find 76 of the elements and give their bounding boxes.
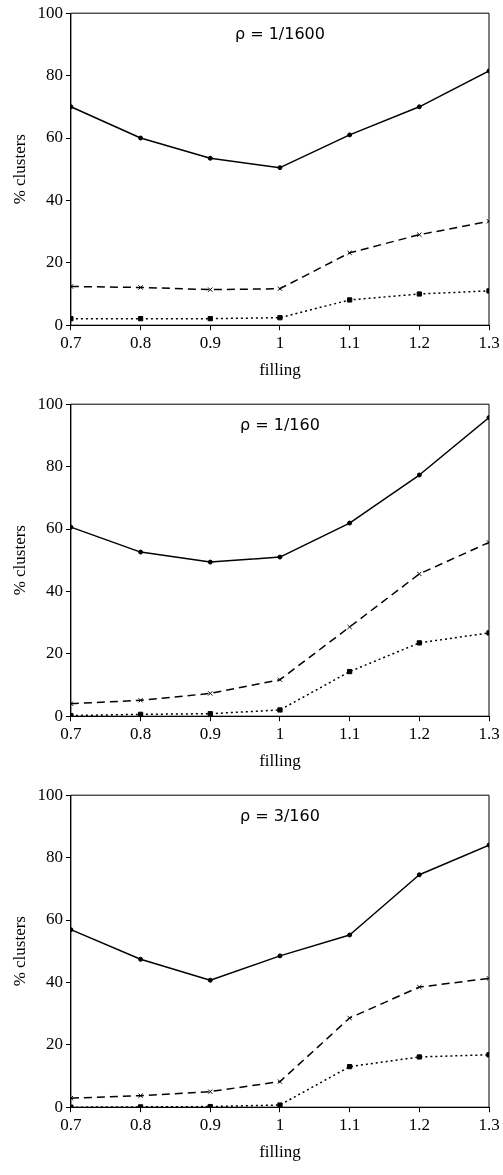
y-tick-label: 0 [54, 1096, 63, 1116]
y-tick-label: 40 [45, 971, 63, 991]
x-tick-label: 0.7 [60, 1114, 83, 1134]
x-tick-label: 0.9 [199, 1114, 221, 1134]
y-axis-title: % clusters [9, 134, 29, 205]
point [277, 286, 283, 292]
x-tick-label: 1 [275, 723, 285, 743]
y-axis-title: % clusters [9, 916, 29, 987]
point [416, 640, 422, 646]
point [277, 1102, 283, 1108]
point [347, 297, 353, 303]
point [347, 668, 353, 675]
point [277, 707, 283, 713]
y-tick-label: 0 [54, 314, 63, 334]
y-tick-label: 20 [45, 643, 63, 663]
point [416, 984, 422, 990]
x-tick-label: 1.1 [339, 332, 361, 352]
x-tick-label: 0.8 [129, 1114, 152, 1134]
text: ρ = 1/1600 [234, 24, 325, 44]
point [137, 316, 144, 322]
point [347, 1015, 353, 1021]
point [347, 1064, 353, 1070]
point [137, 1093, 144, 1099]
point [416, 291, 422, 297]
x-tick-label: 0.7 [60, 723, 83, 743]
x-tick-label: 1.1 [339, 1114, 361, 1134]
point [416, 1054, 422, 1060]
y-tick-label: 60 [45, 127, 63, 147]
point [416, 571, 422, 577]
y-tick-label: 60 [45, 909, 63, 929]
point [277, 1078, 283, 1085]
point [207, 1088, 213, 1095]
text: ρ = 1/160 [240, 415, 320, 435]
x-tick-label: 0.8 [129, 332, 152, 352]
y-tick-label: 80 [45, 456, 63, 476]
x-tick-label: 1.3 [478, 332, 500, 352]
point [207, 316, 213, 322]
x-axis-title: filling [259, 751, 302, 771]
text: ρ = 3/160 [240, 806, 320, 826]
y-tick-label: 100 [37, 784, 63, 804]
y-tick-label: 40 [45, 189, 63, 209]
x-tick-label: 0.7 [60, 332, 83, 352]
y-tick-label: 40 [45, 580, 63, 600]
x-tick-label: 1.3 [478, 1114, 500, 1134]
point [207, 287, 213, 293]
x-tick-label: 0.9 [199, 332, 221, 352]
x-tick-label: 1.1 [339, 723, 361, 743]
y-tick-label: 20 [45, 1034, 63, 1054]
x-tick-label: 0.8 [129, 723, 152, 743]
point [416, 232, 422, 238]
point [347, 250, 353, 256]
point [277, 315, 283, 321]
x-tick-label: 1.3 [478, 723, 500, 743]
y-tick-label: 80 [45, 847, 63, 867]
y-tick-label: 0 [54, 705, 63, 725]
x-tick-label: 1.2 [408, 332, 430, 352]
y-tick-label: 100 [37, 2, 63, 22]
point [207, 1103, 213, 1108]
y-tick-label: 20 [45, 252, 63, 272]
x-tick-label: 1.2 [408, 1114, 430, 1134]
x-axis-title: filling [259, 1142, 302, 1162]
x-tick-label: 0.9 [199, 723, 221, 743]
point [137, 284, 144, 291]
point [137, 697, 144, 703]
y-tick-label: 100 [37, 393, 63, 413]
point [207, 690, 213, 697]
x-axis-title: filling [259, 360, 302, 380]
x-tick-label: 1 [275, 1114, 285, 1134]
x-tick-label: 1 [275, 332, 285, 352]
y-tick-label: 80 [45, 65, 63, 85]
x-tick-label: 1.2 [408, 723, 430, 743]
point [207, 711, 213, 717]
y-tick-label: 60 [45, 518, 63, 538]
y-axis-title: % clusters [9, 525, 29, 596]
point [347, 624, 353, 630]
point [277, 677, 283, 683]
